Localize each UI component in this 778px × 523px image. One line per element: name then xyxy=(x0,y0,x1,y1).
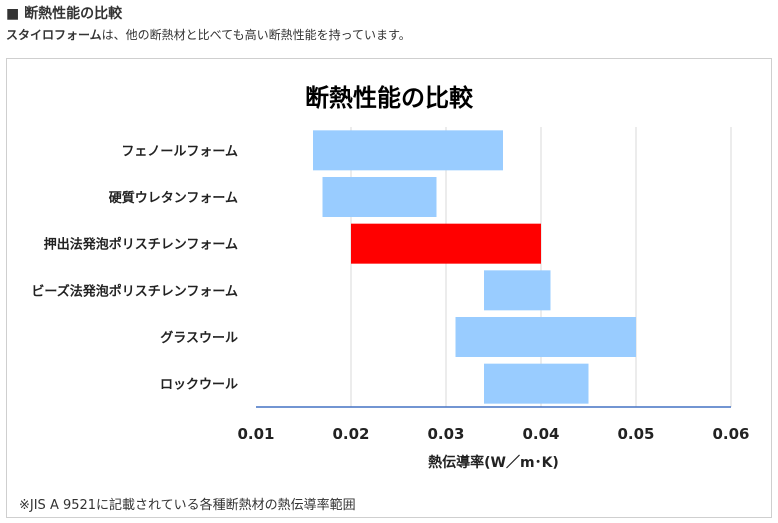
bar xyxy=(313,130,503,171)
lead-rest: は、他の断熱材と比べても高い断熱性能を持っています。 xyxy=(101,28,411,42)
chart-title: 断熱性能の比較 xyxy=(305,84,474,112)
section-heading: ■ 断熱性能の比較 xyxy=(6,3,122,23)
x-tick-label: 0.01 xyxy=(237,425,274,443)
bar xyxy=(484,270,551,311)
bar xyxy=(322,177,437,217)
x-tick-label: 0.06 xyxy=(712,425,749,443)
bar xyxy=(351,223,541,264)
square-bullet-icon: ■ xyxy=(6,6,20,22)
category-label: 硬質ウレタンフォーム xyxy=(109,190,238,206)
category-label: 押出法発泡ポリスチレンフォーム xyxy=(44,237,238,253)
x-axis-label: 熱伝導率(W／m･K) xyxy=(428,454,559,471)
category-label: フェノールフォーム xyxy=(121,144,238,159)
section-title: 断熱性能の比較 xyxy=(24,6,123,22)
footnote: ※JIS A 9521に記載されている各種断熱材の熱伝導率範囲 xyxy=(19,498,356,513)
bar xyxy=(484,363,589,404)
product-name: スタイロフォーム xyxy=(6,28,102,42)
category-label: ロックウール xyxy=(160,378,238,393)
category-label: グラスウール xyxy=(160,330,238,346)
lead-text: スタイロフォームは、他の断熱材と比べても高い断熱性能を持っています。 xyxy=(6,26,411,43)
x-tick-label: 0.03 xyxy=(427,425,464,443)
x-tick-label: 0.02 xyxy=(332,425,369,443)
category-label: ビーズ法発泡ポリスチレンフォーム xyxy=(31,283,238,299)
bar xyxy=(455,317,636,357)
x-tick-label: 0.05 xyxy=(617,425,654,443)
x-tick-label: 0.04 xyxy=(522,425,559,443)
